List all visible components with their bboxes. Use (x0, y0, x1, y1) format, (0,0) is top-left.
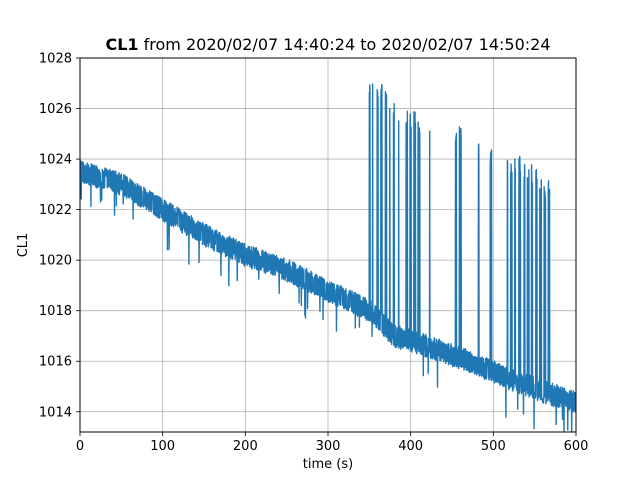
y-tick-label: 1016 (39, 355, 72, 370)
x-tick-label: 300 (316, 439, 341, 454)
x-tick-label: 400 (398, 439, 423, 454)
y-tick-label: 1026 (39, 102, 72, 117)
y-tick-label: 1022 (39, 203, 72, 218)
series-line (80, 83, 576, 432)
series-lines (80, 83, 576, 432)
x-tick-label: 200 (233, 439, 258, 454)
y-axis-label: CL1 (16, 233, 31, 258)
y-tick-label: 1028 (39, 52, 72, 67)
y-tick-label: 1014 (39, 405, 72, 420)
x-tick-label: 0 (76, 439, 84, 454)
x-axis-label: time (s) (303, 457, 353, 472)
x-axis-ticks: 0 100 200 300 400 500 600 (76, 432, 589, 454)
x-tick-label: 600 (564, 439, 589, 454)
y-tick-label: 1018 (39, 304, 72, 319)
y-tick-label: 1024 (39, 153, 72, 168)
y-axis-ticks: 1014 1016 1018 1020 1022 1024 1026 1028 (39, 52, 80, 420)
chart-title-bold: CL1 (105, 35, 138, 54)
y-tick-label: 1020 (39, 254, 72, 269)
x-tick-label: 100 (150, 439, 175, 454)
chart-title-rest: from 2020/02/07 14:40:24 to 2020/02/07 1… (139, 35, 551, 54)
x-tick-label: 500 (481, 439, 506, 454)
chart-title: CL1 from 2020/02/07 14:40:24 to 2020/02/… (105, 35, 550, 54)
